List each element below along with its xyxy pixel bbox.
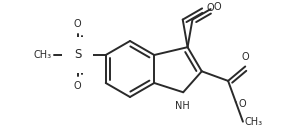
Text: O: O [74,19,82,29]
Text: CH₃: CH₃ [34,50,52,60]
Text: S: S [74,48,81,62]
Text: O: O [74,81,82,91]
Text: CH₃: CH₃ [245,117,263,127]
Text: O: O [214,2,221,12]
Text: O: O [206,3,214,13]
Text: O: O [241,52,249,62]
Text: O: O [239,99,247,109]
Text: NH: NH [175,101,190,111]
